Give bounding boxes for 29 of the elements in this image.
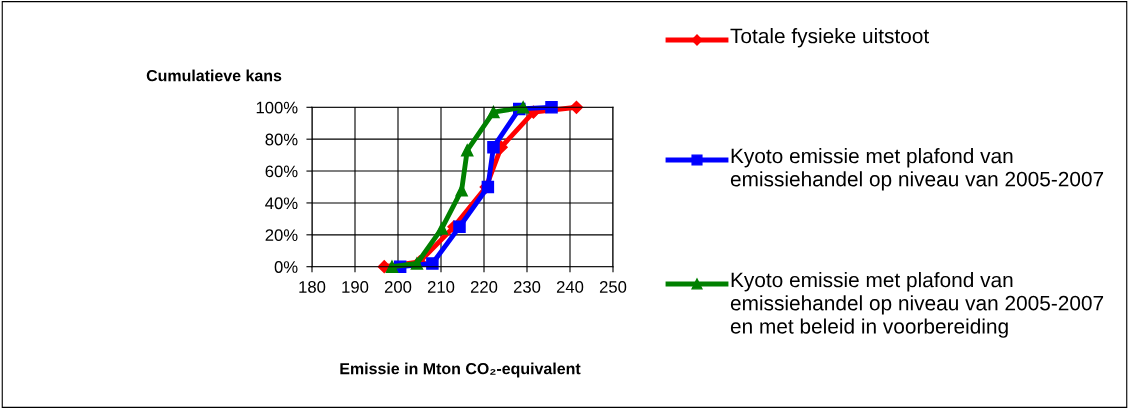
- point: [426, 257, 439, 270]
- x-tick-label: 240: [556, 281, 584, 293]
- point: [569, 100, 584, 114]
- x-axis-title: Emissie in Mton CO₂-equivalent: [340, 362, 581, 378]
- y-tick-label: 20%: [265, 229, 298, 242]
- point: [487, 105, 500, 119]
- point: [516, 101, 530, 114]
- legend-label: Kyoto emissie met plafond van emissiehandel op niveau van 2005-2007: [730, 148, 1104, 191]
- legend-label: Kyoto emissie met plafond van emissiehandel op niveau van 2005-2007 en met beleid in voorbereiding: [730, 272, 1104, 338]
- point: [453, 220, 466, 234]
- x-tick-label: 210: [427, 281, 455, 293]
- legend-label: Totale fysieke uitstoot: [730, 28, 930, 48]
- x-tick-label: 200: [384, 281, 412, 293]
- y-tick-label: 0%: [274, 261, 298, 273]
- x-tick-label: 180: [299, 281, 326, 293]
- y-axis-title: Cumulatieve kans: [146, 69, 282, 82]
- y-tick-label: 60%: [265, 165, 298, 178]
- point: [435, 222, 449, 235]
- point: [545, 101, 558, 114]
- point: [487, 140, 500, 154]
- y-tick-label: 40%: [265, 197, 298, 210]
- y-tick-label: 80%: [265, 133, 298, 146]
- x-tick-label: 230: [513, 281, 541, 293]
- y-tick-label: 100%: [256, 101, 298, 114]
- point: [460, 144, 474, 157]
- x-tick-label: 220: [470, 281, 498, 293]
- x-tick-label: 250: [599, 281, 627, 293]
- point: [385, 260, 399, 273]
- x-tick-label: 190: [342, 281, 369, 293]
